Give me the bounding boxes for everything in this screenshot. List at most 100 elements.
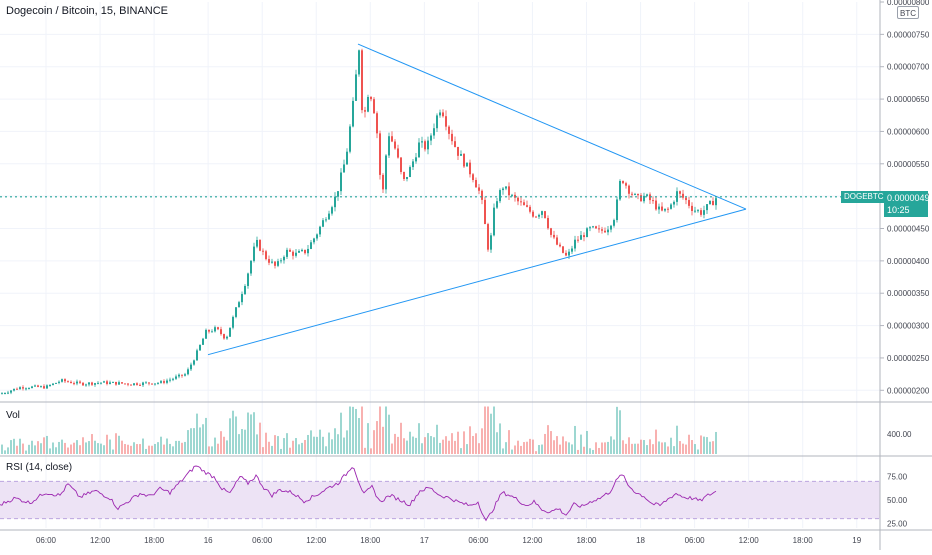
candle-up: [325, 219, 327, 220]
candle-up: [436, 115, 438, 128]
candle-up: [337, 191, 339, 197]
candle-down: [373, 99, 375, 113]
volume-bar: [82, 437, 84, 454]
volume-bar: [67, 448, 69, 454]
volume-bar: [541, 445, 543, 454]
volume-bar: [235, 416, 237, 454]
time-tick-label: 12:00: [306, 536, 327, 545]
volume-bar: [685, 445, 687, 454]
volume-bar: [466, 444, 468, 454]
volume-bar: [535, 451, 537, 454]
volume-bar: [712, 441, 714, 454]
candle-up: [406, 177, 408, 179]
candle-up: [538, 215, 540, 217]
candle-up: [145, 382, 147, 383]
time-tick-label: 06:00: [36, 536, 57, 545]
candle-up: [490, 235, 492, 249]
candle-up: [280, 260, 282, 261]
volume-bar: [73, 443, 75, 454]
volume-bar: [286, 433, 288, 454]
candle-up: [7, 393, 9, 394]
candle-up: [133, 383, 135, 385]
candle-down: [598, 228, 600, 229]
candle-down: [559, 245, 561, 247]
candle-down: [370, 97, 372, 99]
price-tick-label: 0.00000550: [887, 160, 930, 169]
volume-bar: [538, 445, 540, 454]
candle-up: [277, 261, 279, 266]
candle-down: [292, 252, 294, 256]
volume-bar: [211, 446, 213, 454]
volume-bar: [25, 451, 27, 454]
volume-bar: [301, 443, 303, 454]
volume-bar: [619, 410, 621, 454]
candle-up: [256, 240, 258, 247]
candle-up: [388, 136, 390, 155]
volume-bar: [304, 440, 306, 454]
candle-down: [535, 217, 537, 218]
candle-down: [520, 201, 522, 202]
candle-up: [412, 161, 414, 167]
volume-bar: [529, 439, 531, 454]
candle-down: [394, 142, 396, 149]
time-axis-ticks: 06:00 12:00 18:00 16 06:00 12:00 18:00 17 06:00 1…: [36, 536, 862, 545]
candle-up: [61, 379, 63, 382]
candle-up: [643, 196, 645, 201]
volume-bar: [136, 444, 138, 454]
volume-bar: [445, 436, 447, 454]
volume-bar: [475, 433, 477, 454]
candle-up: [706, 204, 708, 210]
candle-up: [1, 393, 3, 394]
volume-bar: [238, 434, 240, 454]
candle-down: [631, 194, 633, 195]
candle-up: [298, 251, 300, 253]
time-tick-label: 12:00: [739, 536, 760, 545]
volume-bar: [460, 448, 462, 454]
volume-bar: [214, 438, 216, 454]
volume-bar: [166, 439, 168, 454]
volume-bar: [400, 423, 402, 454]
candle-up: [247, 273, 249, 286]
candle-up: [409, 167, 411, 177]
candle-down: [376, 113, 378, 133]
candle-up: [211, 331, 213, 332]
volume-bar: [481, 428, 483, 454]
candle-up: [58, 382, 60, 383]
candle-up: [10, 391, 12, 393]
currency-tag[interactable]: BTC: [897, 6, 919, 19]
volume-bar: [70, 445, 72, 454]
candle-up: [340, 172, 342, 191]
volume-bar: [682, 444, 684, 454]
volume-bar: [625, 444, 627, 454]
candle-up: [697, 210, 699, 211]
candle-down: [67, 381, 69, 382]
candle-up: [25, 388, 27, 389]
candle-down: [478, 187, 480, 190]
candle-down: [484, 200, 486, 224]
volume-bar: [55, 447, 57, 454]
volume-bar: [454, 441, 456, 454]
candle-down: [223, 334, 225, 338]
volume-bar: [427, 433, 429, 454]
volume-bar: [322, 437, 324, 454]
volume-bar: [340, 413, 342, 454]
candle-up: [193, 360, 195, 364]
volume-bar: [628, 437, 630, 454]
volume-bar: [532, 440, 534, 454]
volume-bar: [154, 444, 156, 454]
candle-up: [439, 112, 441, 115]
candle-up: [310, 242, 312, 249]
volume-bar: [703, 437, 705, 454]
candle-down: [16, 389, 18, 390]
volume-bar: [391, 444, 393, 454]
candle-down: [562, 246, 564, 253]
candle-down: [91, 382, 93, 384]
volume-bar: [469, 426, 471, 454]
rsi-tick-label: 25.00: [887, 519, 908, 528]
candle-up: [709, 201, 711, 204]
candle-down: [691, 206, 693, 211]
candle-up: [19, 387, 21, 389]
volume-bar: [334, 428, 336, 454]
